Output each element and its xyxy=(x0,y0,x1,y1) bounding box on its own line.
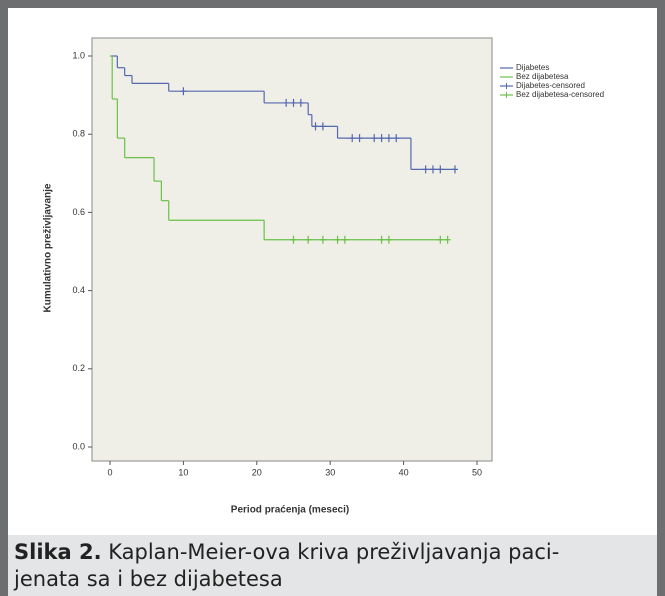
y-tick-label: 0.2 xyxy=(72,363,85,373)
censor-mark xyxy=(180,87,187,96)
censor-mark xyxy=(378,235,385,244)
censor-mark xyxy=(334,235,341,244)
censor-mark xyxy=(451,165,458,174)
legend-label: Dijabetes-censored xyxy=(516,81,585,90)
censor-mark xyxy=(437,235,444,244)
censor-mark xyxy=(349,134,356,143)
chart: Period praćenja (meseci) Kumulativno pre… xyxy=(43,37,604,516)
censor-mark xyxy=(371,134,378,143)
legend-label: Bez dijabetesa-censored xyxy=(516,90,604,99)
censor-mark xyxy=(437,165,444,174)
censor-mark xyxy=(290,235,297,244)
plot-area xyxy=(91,37,493,462)
censor-mark xyxy=(356,134,363,143)
x-tick-label: 30 xyxy=(325,467,335,477)
censor-mark xyxy=(341,235,348,244)
censor-mark xyxy=(385,235,392,244)
y-tick-label: 1.0 xyxy=(72,50,85,60)
censor-mark xyxy=(305,235,312,244)
censor-mark xyxy=(422,165,429,174)
censor-mark xyxy=(312,122,319,131)
y-tick-label: 0.4 xyxy=(72,285,85,295)
y-tick-label: 0.0 xyxy=(72,441,85,451)
x-tick-label: 40 xyxy=(399,467,409,477)
x-tick-label: 10 xyxy=(178,467,188,477)
x-tick-label: 0 xyxy=(107,467,112,477)
x-tick-label: 50 xyxy=(472,467,482,477)
y-axis-label: Kumulativno preživljavanje xyxy=(43,183,54,312)
caption: Slika 2. Kaplan-Meier-ova kriva preživlj… xyxy=(8,535,657,596)
x-axis-label: Period praćenja (meseci) xyxy=(231,505,349,516)
censor-mark xyxy=(444,235,451,244)
censor-mark xyxy=(290,98,297,107)
censor-mark xyxy=(378,134,385,143)
caption-text: Kaplan-Meier-ova kriva preživljavanja pa… xyxy=(101,540,560,564)
censor-mark xyxy=(297,98,304,107)
censor-mark xyxy=(319,235,326,244)
legend-label: Dijabetes xyxy=(516,63,549,72)
censor-mark xyxy=(319,122,326,131)
y-tick-label: 0.6 xyxy=(72,207,85,217)
censor-mark xyxy=(385,134,392,143)
y-tick-label: 0.8 xyxy=(72,129,85,139)
censor-mark xyxy=(393,134,400,143)
caption-label: Slika 2. xyxy=(14,540,102,564)
censor-mark xyxy=(429,165,436,174)
censor-mark xyxy=(283,98,290,107)
legend-label: Bez dijabetesa xyxy=(516,72,569,81)
x-tick-label: 20 xyxy=(252,467,262,477)
caption-text: jenata sa i bez dijabetesa xyxy=(14,567,283,591)
